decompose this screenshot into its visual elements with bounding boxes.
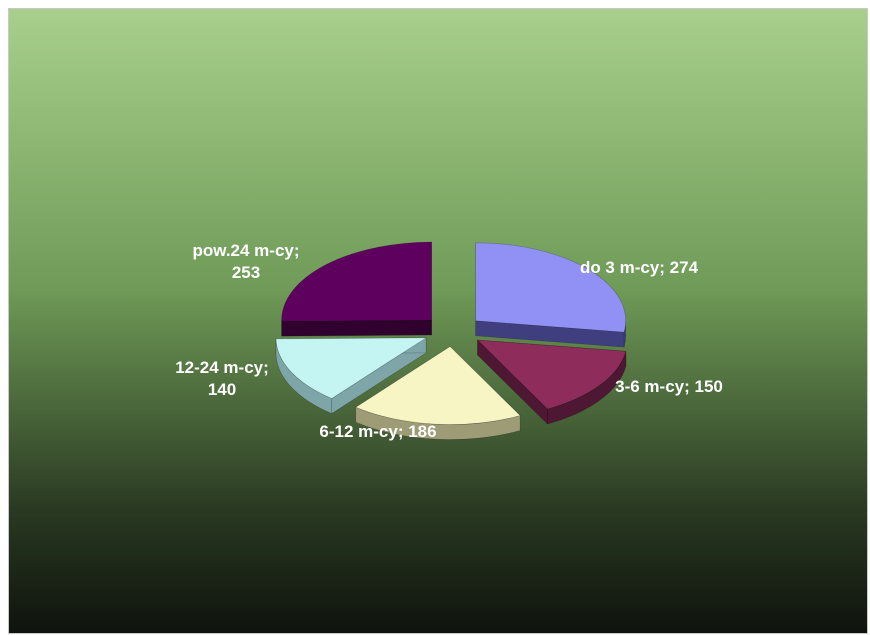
data-label-5: pow.24 m-cy; 253 xyxy=(192,241,299,282)
pie-slice-3-top xyxy=(355,346,521,425)
data-label-5-line-1: pow.24 m-cy; xyxy=(192,241,299,260)
data-label-2-line-1: 3-6 m-cy; 150 xyxy=(615,377,723,396)
data-label-4: 12-24 m-cy; 140 xyxy=(175,358,269,399)
pie-slice-5-side-start xyxy=(281,319,432,337)
pie-slice-2-side-end xyxy=(477,339,548,425)
pie-slice-2-top xyxy=(477,339,627,410)
pie-chart: do 3 m-cy; 274 3-6 m-cy; 150 6-12 m-cy; 18… xyxy=(9,9,867,633)
pie-slice-1-top xyxy=(475,242,626,333)
chart-area: do 3 m-cy; 274 3-6 m-cy; 150 6-12 m-cy; 18… xyxy=(8,8,868,634)
data-label-3-line-1: 6-12 m-cy; 186 xyxy=(319,422,436,441)
pie-slice-4-top xyxy=(275,337,427,399)
data-label-5-line-2: 253 xyxy=(232,263,260,282)
data-label-1: do 3 m-cy; 274 xyxy=(580,258,699,277)
data-label-4-line-1: 12-24 m-cy; xyxy=(175,358,269,377)
data-label-4-line-2: 140 xyxy=(208,380,236,399)
data-label-2: 3-6 m-cy; 150 xyxy=(615,377,723,396)
chart-background xyxy=(9,9,867,633)
pie-slices xyxy=(275,241,627,440)
pie-slice-5-top xyxy=(281,241,432,322)
data-labels: do 3 m-cy; 274 3-6 m-cy; 150 6-12 m-cy; 18… xyxy=(175,241,723,441)
data-label-1-line-1: do 3 m-cy; 274 xyxy=(580,258,699,277)
data-label-3: 6-12 m-cy; 186 xyxy=(319,422,436,441)
